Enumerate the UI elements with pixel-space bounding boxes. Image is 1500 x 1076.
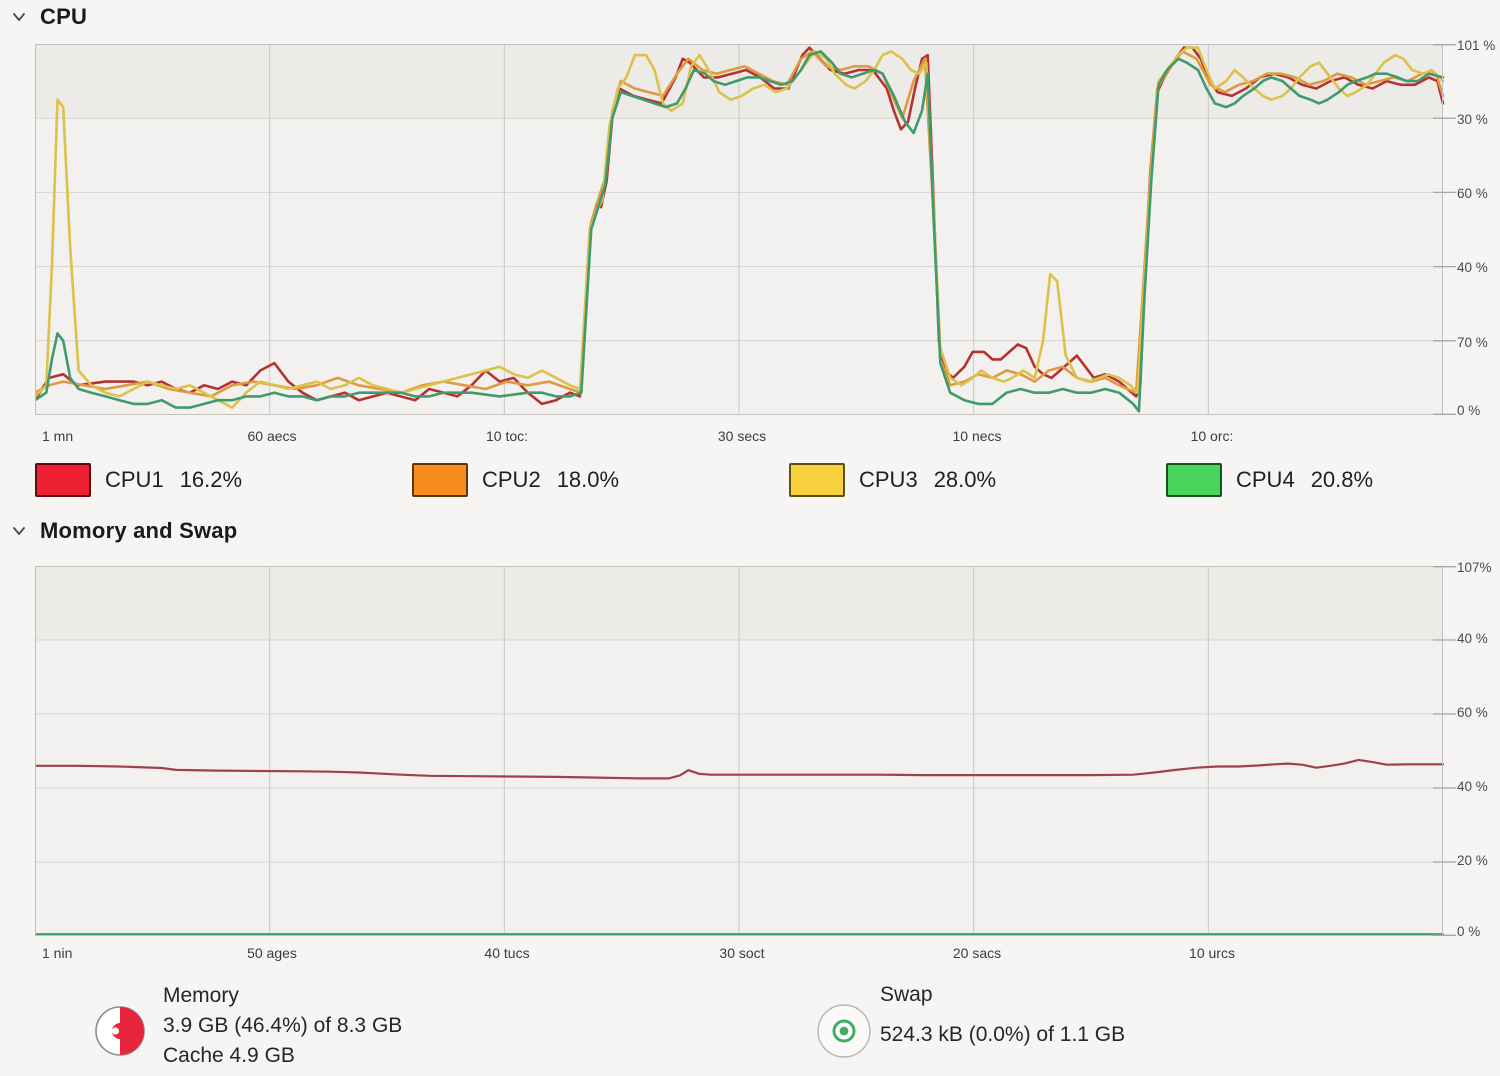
memory-y-tick: 40 % xyxy=(1457,779,1488,794)
cpu-x-tick: 10 necs xyxy=(952,428,1002,444)
swap-stat-block: Swap 524.3 kB (0.0%) of 1.1 GB xyxy=(880,983,1125,1047)
memory-x-tick: 40 tucs xyxy=(484,945,530,961)
cpu4-color-swatch xyxy=(1166,463,1222,497)
swap-ring-icon xyxy=(816,1003,872,1059)
cpu-x-tick: 30 secs xyxy=(717,428,767,444)
memory-y-tick: 40 % xyxy=(1457,631,1488,646)
memory-section-header[interactable]: Momory and Swap xyxy=(10,518,237,544)
memory-y-tick: 60 % xyxy=(1457,705,1488,720)
memory-stat-title: Memory xyxy=(163,984,239,1007)
memory-x-tick: 50 ages xyxy=(247,945,297,961)
memory-x-tick: 10 urcs xyxy=(1189,945,1235,961)
cpu-y-tick: 40 % xyxy=(1457,260,1488,275)
legend-item-cpu2: CPU2 18.0% xyxy=(412,463,619,497)
cpu-y-tick: 30 % xyxy=(1457,112,1488,127)
cpu2-value: 18.0% xyxy=(556,467,620,492)
memory-x-tick: 20 sacs xyxy=(952,945,1002,961)
memory-y-tick: 0 % xyxy=(1457,924,1481,939)
cpu1-label: CPU1 xyxy=(105,467,164,492)
chevron-down-icon[interactable] xyxy=(10,8,28,26)
cpu2-label: CPU2 xyxy=(482,467,541,492)
cpu-chart xyxy=(35,44,1457,415)
legend-item-cpu3: CPU3 28.0% xyxy=(789,463,996,497)
memory-usage-text: 3.9 GB (46.4%) of 8.3 GB xyxy=(163,1014,403,1037)
cpu2-color-swatch xyxy=(412,463,468,497)
legend-item-cpu1: CPU1 16.2% xyxy=(35,463,242,497)
cpu-y-tick: 101 % xyxy=(1457,38,1496,53)
cpu3-color-swatch xyxy=(789,463,845,497)
cpu-usage-graph xyxy=(35,44,1456,415)
cpu3-value: 28.0% xyxy=(933,467,997,492)
cpu-legend: CPU1 16.2% CPU2 18.0% CPU3 28.0% CPU4 20… xyxy=(0,463,1500,505)
cpu4-value: 20.8% xyxy=(1310,467,1374,492)
cpu-y-tick: 70 % xyxy=(1457,335,1488,350)
swap-usage-text: 524.3 kB (0.0%) of 1.1 GB xyxy=(880,1023,1126,1046)
memory-y-tick: 107% xyxy=(1457,560,1492,575)
chevron-down-icon[interactable] xyxy=(10,522,28,540)
cpu-y-tick: 60 % xyxy=(1457,186,1488,201)
memory-section-title: Momory and Swap xyxy=(40,518,238,543)
memory-stat-block: Memory 3.9 GB (46.4%) of 8.3 GB Cache 4.… xyxy=(163,984,402,1068)
cpu-y-tick: 0 % xyxy=(1457,403,1481,418)
memory-y-tick: 20 % xyxy=(1457,853,1488,868)
cpu-x-tick: 10 orc: xyxy=(1190,428,1234,444)
cpu-section-header[interactable]: CPU xyxy=(10,4,87,30)
memory-usage-graph xyxy=(35,566,1456,936)
cpu1-value: 16.2% xyxy=(179,467,243,492)
cpu-x-tick: 1 mn xyxy=(42,428,74,444)
swap-stat-title: Swap xyxy=(880,983,933,1006)
cpu-section-title: CPU xyxy=(40,4,88,29)
cpu4-label: CPU4 xyxy=(1236,467,1295,492)
memory-chart xyxy=(35,566,1457,936)
memory-cache-text: Cache 4.9 GB xyxy=(163,1044,295,1067)
cpu3-label: CPU3 xyxy=(859,467,918,492)
cpu-x-tick: 10 toc: xyxy=(485,428,529,444)
memory-pie-icon xyxy=(94,1005,146,1057)
cpu-x-tick: 60 aecs xyxy=(247,428,297,444)
memory-x-tick: 1 nin xyxy=(42,945,73,961)
legend-item-cpu4: CPU4 20.8% xyxy=(1166,463,1373,497)
cpu1-color-swatch xyxy=(35,463,91,497)
memory-x-tick: 30 soct xyxy=(719,945,765,961)
